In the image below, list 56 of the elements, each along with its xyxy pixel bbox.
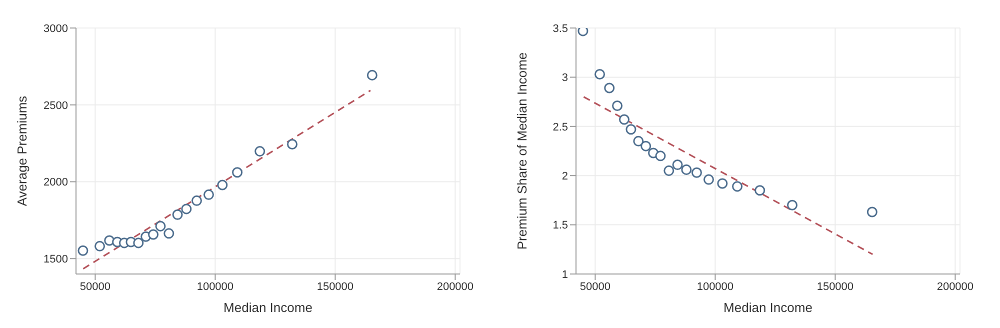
x-tick-label: 100000 xyxy=(196,280,234,293)
y-tick-label: 2000 xyxy=(44,176,68,189)
point xyxy=(594,68,606,80)
y-tick-label: 3000 xyxy=(44,22,68,35)
point xyxy=(217,180,228,190)
point xyxy=(640,140,652,152)
point xyxy=(94,240,106,252)
point xyxy=(681,164,692,175)
point xyxy=(754,185,766,196)
x-axis-title: Median Income xyxy=(224,300,312,315)
point xyxy=(366,70,378,80)
y-tick-label: 1.5 xyxy=(552,220,568,232)
point xyxy=(164,228,174,239)
x-tick-label: 200000 xyxy=(936,280,974,293)
point xyxy=(732,181,743,192)
y-axis-title: Average Premiums xyxy=(14,95,30,206)
point xyxy=(254,146,266,157)
point xyxy=(78,245,88,256)
y-tick-label: 2.5 xyxy=(552,121,568,134)
point xyxy=(866,206,878,218)
x-tick-label: 50000 xyxy=(580,280,610,293)
point xyxy=(618,114,630,125)
point xyxy=(786,200,798,210)
point xyxy=(655,150,666,162)
y-tick-label: 1500 xyxy=(44,254,68,266)
x-tick-label: 150000 xyxy=(816,280,854,293)
point xyxy=(172,209,183,220)
point xyxy=(664,165,674,176)
point xyxy=(286,138,298,150)
x-tick-label: 150000 xyxy=(316,280,354,293)
point xyxy=(203,189,214,200)
point xyxy=(148,229,159,240)
point xyxy=(191,195,202,206)
y-tick-label: 1 xyxy=(562,268,568,281)
point xyxy=(626,124,636,135)
point xyxy=(133,238,144,248)
y-tick-label: 3 xyxy=(562,72,568,84)
point xyxy=(612,100,623,111)
point xyxy=(633,136,644,146)
point xyxy=(672,160,683,170)
point xyxy=(232,167,243,178)
x-tick-label: 50000 xyxy=(80,280,110,293)
x-tick-label: 200000 xyxy=(436,280,474,293)
y-tick-label: 2 xyxy=(562,170,568,183)
y-tick-label: 2500 xyxy=(44,100,68,112)
y-tick-label: 3.5 xyxy=(552,22,568,35)
point xyxy=(703,174,714,185)
point xyxy=(578,28,588,36)
point xyxy=(181,204,192,214)
x-axis-title: Median Income xyxy=(724,300,812,315)
y-axis-title: Premium Share of Median Income xyxy=(514,52,530,250)
point xyxy=(717,178,728,189)
point xyxy=(691,167,702,178)
point xyxy=(155,220,166,232)
x-tick-label: 100000 xyxy=(696,280,734,293)
point xyxy=(604,82,615,94)
